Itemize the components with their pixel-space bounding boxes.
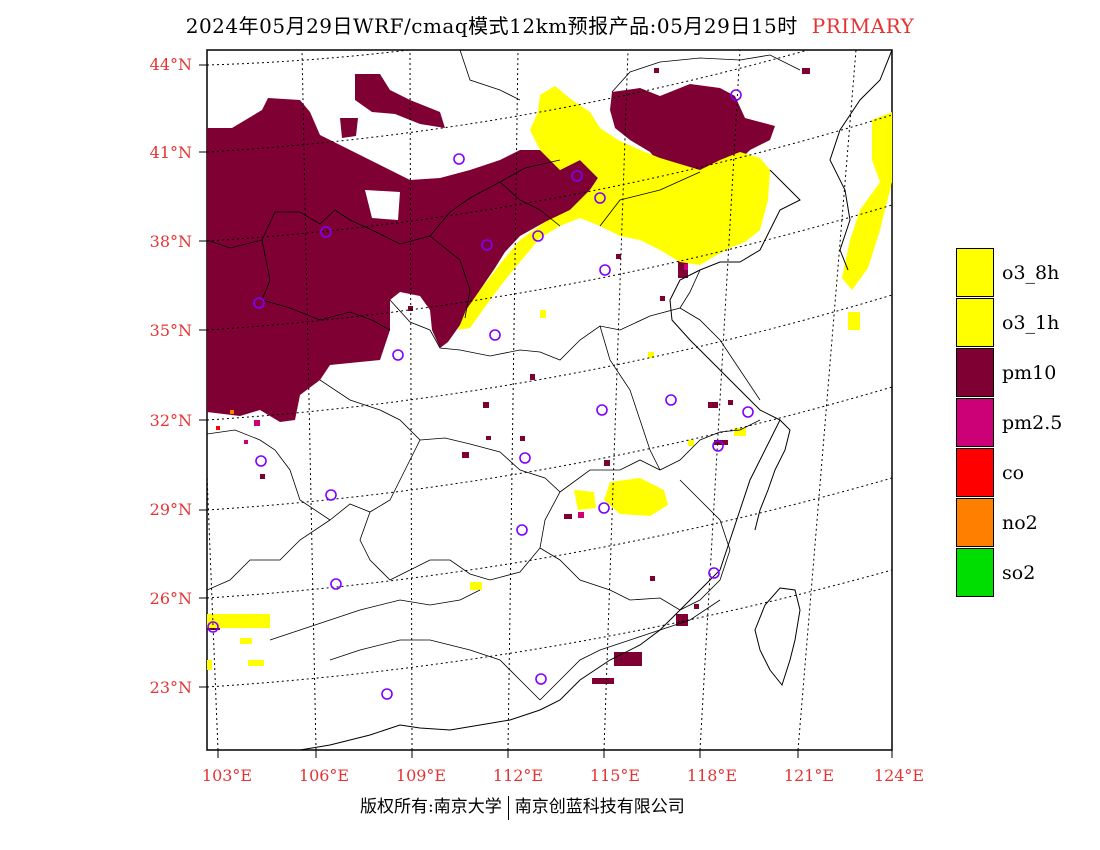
lon-label-124e: 124°E [873, 766, 925, 785]
copyright-separator [507, 795, 509, 820]
title-main: 2024年05月29日WRF/cmaq模式12km预报产品:05月29日15时 [185, 14, 798, 38]
pm25-dots [244, 264, 688, 518]
legend-label: o3_1h [1002, 312, 1060, 334]
lat-label-32n: 32°N [149, 411, 192, 430]
legend-item-o3-1h: o3_1h [956, 298, 1076, 348]
lon-label-112e: 112°E [492, 766, 544, 785]
map-title: 2024年05月29日WRF/cmaq模式12km预报产品:05月29日15时 P… [0, 10, 1100, 39]
axis-ticks [199, 64, 893, 758]
legend-item-o3-8h: o3_8h [956, 248, 1076, 298]
graticule [207, 50, 892, 750]
lat-label-23n: 23°N [149, 678, 192, 697]
legend-swatch [956, 448, 994, 497]
legend-swatch [956, 248, 994, 297]
legend-item-pm25: pm2.5 [956, 398, 1076, 448]
lat-label-26n: 26°N [149, 589, 192, 608]
no2-dot [230, 410, 234, 414]
legend-label: o3_8h [1002, 262, 1060, 284]
pollutant-legend: o3_8h o3_1h pm10 pm2.5 co no2 so2 [956, 248, 1076, 598]
copyright-left: 版权所有:南京大学 [360, 797, 502, 817]
co-dot [216, 426, 220, 430]
legend-swatch [956, 398, 994, 447]
legend-label: pm10 [1002, 362, 1057, 384]
legend-item-pm10: pm10 [956, 348, 1076, 398]
province-boundaries [207, 50, 801, 701]
legend-swatch [956, 348, 994, 397]
lon-label-109e: 109°E [395, 766, 447, 785]
lon-label-115e: 115°E [589, 766, 641, 785]
legend-label: co [1002, 462, 1025, 484]
legend-swatch [956, 548, 994, 597]
legend-item-no2: no2 [956, 498, 1076, 548]
lat-label-44n: 44°N [149, 55, 192, 74]
lat-label-41n: 41°N [149, 143, 192, 162]
monitoring-sites [207, 89, 754, 700]
lat-label-29n: 29°N [149, 500, 192, 519]
legend-item-co: co [956, 448, 1076, 498]
lon-label-118e: 118°E [686, 766, 738, 785]
lat-label-35n: 35°N [149, 321, 192, 340]
legend-swatch [956, 498, 994, 547]
legend-item-so2: so2 [956, 548, 1076, 598]
lat-label-38n: 38°N [149, 232, 192, 251]
legend-label: pm2.5 [1002, 412, 1063, 434]
copyright-right: 南京创蓝科技有限公司 [514, 797, 685, 817]
lon-label-106e: 106°E [298, 766, 350, 785]
title-primary-tag: PRIMARY [811, 14, 915, 38]
legend-label: no2 [1002, 512, 1038, 534]
legend-label: so2 [1002, 562, 1036, 584]
coastline [299, 50, 892, 750]
lon-label-103e: 103°E [201, 766, 253, 785]
lon-label-121e: 121°E [783, 766, 835, 785]
copyright-footer: 版权所有:南京大学 南京创蓝科技有限公司 [360, 792, 685, 820]
legend-swatch [956, 298, 994, 347]
